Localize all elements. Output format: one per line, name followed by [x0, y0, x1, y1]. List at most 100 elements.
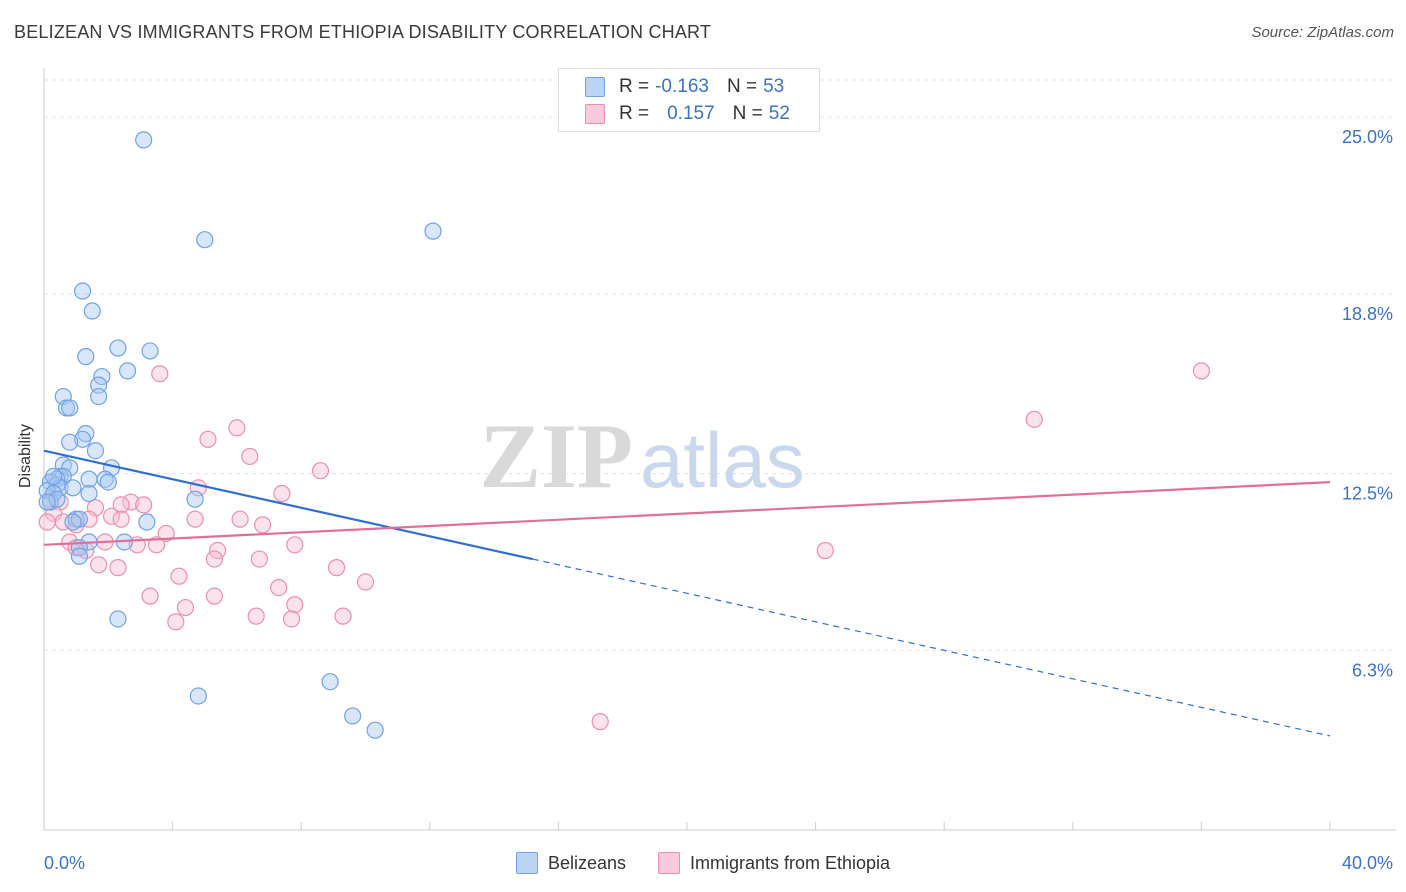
axes — [43, 68, 1396, 831]
point-ethiopia — [205, 587, 223, 605]
point-ethiopia — [151, 365, 169, 383]
point-ethiopia — [591, 713, 609, 731]
point-belizeans — [45, 467, 63, 485]
swatch-ethiopia — [585, 104, 605, 124]
point-ethiopia — [311, 462, 330, 480]
x-tick-label-min: 0.0% — [44, 853, 85, 873]
stats-row-ethiopia: R = 0.157 N = 52 — [585, 102, 790, 126]
n-value: 53 — [763, 76, 785, 97]
point-ethiopia — [816, 541, 834, 560]
point-ethiopia — [157, 524, 175, 543]
data-points — [38, 131, 1211, 739]
legend-label-belizeans: Belizeans — [547, 852, 626, 873]
point-ethiopia — [282, 610, 301, 628]
n-label: N = — [726, 76, 758, 97]
y-tick-label: 18.8% — [1342, 304, 1393, 324]
point-ethiopia — [327, 559, 346, 577]
point-belizeans — [80, 484, 98, 503]
swatch-belizeans — [585, 77, 605, 97]
point-ethiopia — [356, 573, 375, 591]
point-belizeans — [83, 302, 101, 320]
point-belizeans — [109, 339, 127, 357]
point-ethiopia — [231, 510, 249, 528]
point-ethiopia — [141, 587, 159, 605]
point-belizeans — [80, 470, 98, 488]
point-belizeans — [96, 470, 114, 488]
x-tick-label-max: 40.0% — [1342, 853, 1393, 873]
watermark-zip: ZIP — [480, 405, 633, 507]
legend-label-ethiopia: Immigrants from Ethiopia — [689, 852, 891, 873]
point-ethiopia — [241, 447, 259, 466]
y-tick-label: 12.5% — [1342, 484, 1393, 504]
point-belizeans — [86, 442, 105, 460]
point-belizeans — [99, 473, 117, 491]
point-ethiopia — [167, 613, 185, 631]
stats-row-belizeans: R = -0.163 N = 53 — [585, 75, 784, 99]
point-belizeans — [61, 459, 79, 477]
point-belizeans — [64, 479, 82, 497]
point-ethiopia — [273, 484, 291, 503]
point-ethiopia — [112, 510, 130, 528]
point-belizeans — [61, 399, 79, 417]
r-value: -0.163 — [655, 76, 709, 97]
point-belizeans — [48, 490, 66, 508]
watermark-atlas: atlas — [640, 416, 805, 504]
point-belizeans — [135, 131, 153, 149]
point-ethiopia — [102, 507, 121, 525]
point-ethiopia — [109, 559, 127, 577]
point-belizeans — [73, 430, 92, 448]
trend-line-belizeans — [43, 449, 533, 561]
point-ethiopia — [1025, 410, 1043, 428]
point-ethiopia — [38, 513, 56, 531]
point-ethiopia — [135, 496, 153, 514]
r-label: R = — [619, 76, 650, 97]
point-ethiopia — [254, 516, 272, 534]
point-belizeans — [118, 362, 137, 380]
point-belizeans — [73, 282, 92, 300]
point-ethiopia — [270, 579, 288, 597]
point-belizeans — [424, 222, 442, 240]
point-belizeans — [189, 687, 207, 705]
legend-item-belizeans: Belizeans — [515, 852, 626, 874]
point-ethiopia — [112, 496, 130, 514]
y-axis-label: Disability — [17, 423, 34, 489]
point-ethiopia — [122, 493, 140, 511]
point-belizeans — [321, 673, 339, 691]
point-ethiopia — [247, 607, 265, 625]
point-ethiopia — [199, 430, 217, 448]
trend-line-ethiopia — [43, 480, 1331, 546]
point-ethiopia — [205, 550, 223, 568]
point-belizeans — [61, 433, 79, 451]
trend-lines — [43, 449, 1331, 737]
legend-item-ethiopia: Immigrants from Ethiopia — [657, 852, 891, 874]
stats-legend: R = -0.163 N = 53 R = 0.157 N = 52 — [558, 68, 820, 132]
point-ethiopia — [228, 419, 246, 437]
n-label: N = — [732, 103, 763, 124]
watermark: ZIP atlas — [480, 405, 805, 507]
point-ethiopia — [250, 550, 269, 568]
y-tick-label: 6.3% — [1352, 660, 1393, 680]
tick-labels: 6.3% 12.5% 18.8% 25.0% 0.0% 40.0% — [44, 127, 1393, 873]
legend-swatch-ethiopia — [657, 852, 680, 874]
r-label: R = — [619, 103, 650, 124]
point-ethiopia — [186, 510, 204, 528]
trend-line-belizeans-extension — [532, 558, 1331, 737]
point-belizeans — [77, 348, 95, 366]
point-belizeans — [90, 387, 108, 406]
chart-title: BELIZEAN VS IMMIGRANTS FROM ETHIOPIA DIS… — [14, 22, 712, 42]
point-ethiopia — [176, 598, 195, 617]
grid-lines — [44, 79, 1396, 651]
series-legend: Belizeans Immigrants from Ethiopia — [0, 852, 1406, 874]
r-value: 0.157 — [667, 103, 715, 124]
point-ethiopia — [90, 556, 108, 574]
point-belizeans — [366, 721, 384, 739]
point-belizeans — [64, 513, 82, 531]
point-belizeans — [109, 610, 127, 628]
point-ethiopia — [1192, 362, 1211, 380]
y-tick-label: 25.0% — [1342, 127, 1393, 147]
point-belizeans — [138, 513, 156, 531]
point-ethiopia — [147, 536, 166, 554]
n-value: 52 — [768, 103, 790, 124]
point-ethiopia — [286, 536, 304, 554]
point-belizeans — [38, 493, 56, 511]
